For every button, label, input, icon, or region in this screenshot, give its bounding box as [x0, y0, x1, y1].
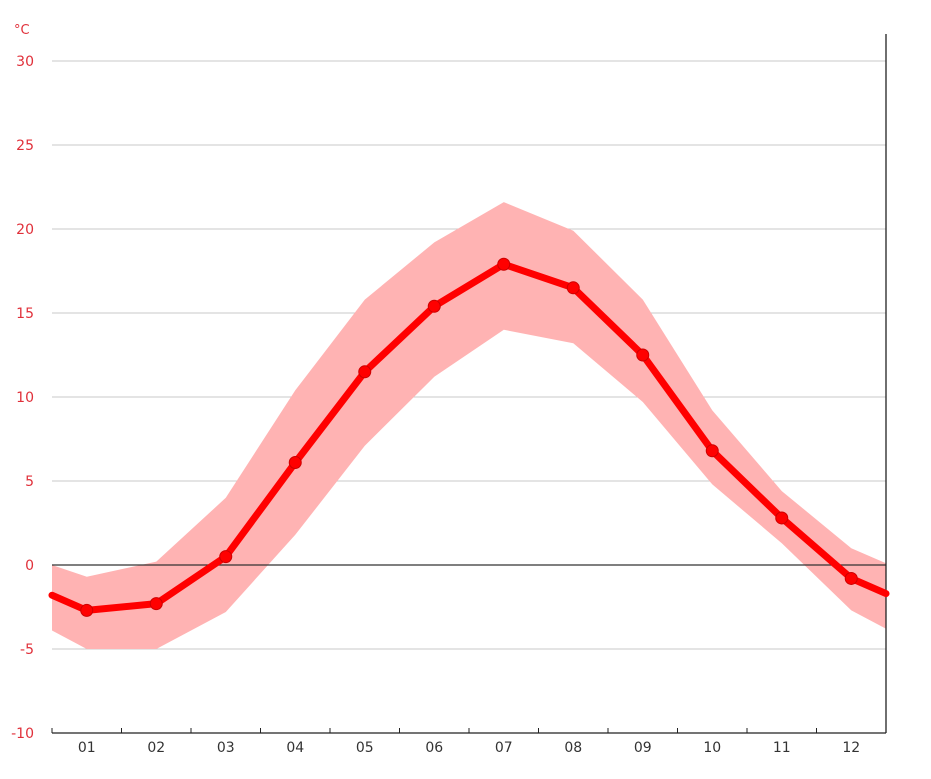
x-tick-label: 01 — [78, 740, 96, 756]
data-point — [149, 597, 163, 611]
mean-temperature-series — [48, 257, 890, 617]
x-tick-label: 06 — [425, 740, 443, 756]
y-tick-label: 0 — [25, 558, 34, 574]
data-point — [80, 603, 94, 617]
x-tick-label: 04 — [286, 740, 304, 756]
x-tick-label: 02 — [147, 740, 165, 756]
data-point — [566, 281, 580, 295]
data-point — [497, 257, 511, 271]
data-point — [636, 348, 650, 362]
data-point — [427, 299, 441, 313]
data-point — [219, 550, 233, 564]
y-tick-label: 10 — [16, 390, 34, 406]
data-point — [358, 365, 372, 379]
x-tick-label: 09 — [634, 740, 652, 756]
y-tick-labels: 30 25 20 15 10 5 0 -5 -10 — [11, 54, 34, 742]
temperature-range-band — [52, 202, 886, 649]
x-tick-label: 12 — [842, 740, 860, 756]
y-tick-label: 30 — [16, 54, 34, 70]
x-tick-label: 07 — [495, 740, 513, 756]
y-tick-label: 20 — [16, 222, 34, 238]
y-tick-label: -5 — [20, 642, 34, 658]
x-tick-label: 08 — [564, 740, 582, 756]
data-point — [288, 456, 302, 470]
band-area — [52, 202, 886, 649]
x-tick-label: 05 — [356, 740, 374, 756]
series-line — [48, 260, 890, 614]
data-point — [705, 444, 719, 458]
data-point — [775, 511, 789, 525]
y-tick-label: 5 — [25, 474, 34, 490]
x-tick-label: 10 — [703, 740, 721, 756]
x-tick-label: 03 — [217, 740, 235, 756]
y-tick-label: -10 — [11, 726, 34, 742]
y-unit-label: °C — [14, 23, 30, 38]
x-tick-label: 11 — [773, 740, 791, 756]
data-point — [844, 571, 858, 585]
axes — [51, 34, 887, 734]
x-tick-labels: 01 02 03 04 05 06 07 08 09 10 11 12 — [78, 740, 860, 756]
y-tick-label: 15 — [16, 306, 34, 322]
y-tick-label: 25 — [16, 138, 34, 154]
